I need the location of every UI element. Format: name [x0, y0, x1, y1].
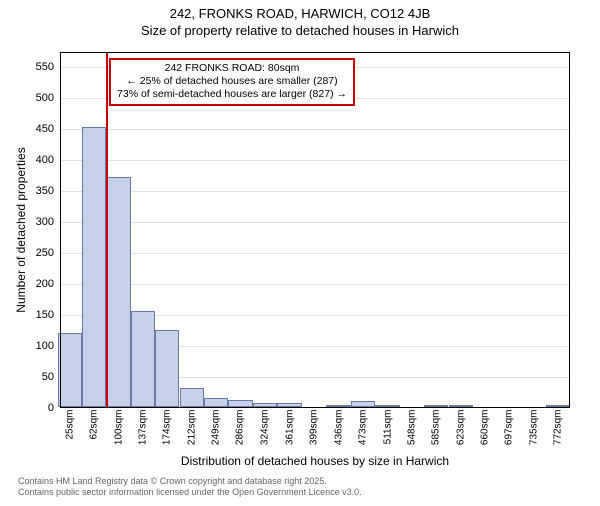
- x-tick-label: 436sqm: [333, 410, 344, 454]
- y-tick-label: 50: [42, 371, 54, 383]
- y-tick-label: 500: [36, 92, 54, 104]
- x-tick-label: 399sqm: [309, 410, 320, 454]
- x-tick-label: 324sqm: [260, 410, 271, 454]
- chart-title-line2: Size of property relative to detached ho…: [0, 23, 600, 38]
- x-tick-label: 623sqm: [455, 410, 466, 454]
- x-axis-label: Distribution of detached houses by size …: [60, 454, 570, 468]
- y-tick-label: 100: [36, 340, 54, 352]
- x-tick-label: 548sqm: [406, 410, 417, 454]
- footer-line2: Contains public sector information licen…: [18, 487, 578, 498]
- annotation-line2: ← 25% of detached houses are smaller (28…: [117, 75, 347, 88]
- x-tick-label: 249sqm: [211, 410, 222, 454]
- annotation-line3: 73% of semi-detached houses are larger (…: [117, 88, 347, 101]
- x-tick-label: 100sqm: [113, 410, 124, 454]
- x-tick-label: 735sqm: [529, 410, 540, 454]
- footer-line1: Contains HM Land Registry data © Crown c…: [18, 476, 578, 487]
- x-tick-label: 137sqm: [138, 410, 149, 454]
- x-tick-label: 473sqm: [357, 410, 368, 454]
- x-tick-label: 660sqm: [480, 410, 491, 454]
- y-tick-label: 250: [36, 247, 54, 259]
- y-tick-label: 300: [36, 216, 54, 228]
- x-tick-label: 585sqm: [430, 410, 441, 454]
- x-tick-label: 361sqm: [284, 410, 295, 454]
- x-tick-label: 25sqm: [64, 410, 75, 454]
- x-tick-label: 212sqm: [187, 410, 198, 454]
- y-tick-label: 450: [36, 123, 54, 135]
- x-tick-label: 697sqm: [504, 410, 515, 454]
- x-tick-label: 62sqm: [89, 410, 100, 454]
- y-tick-label: 550: [36, 61, 54, 73]
- y-tick-label: 0: [48, 402, 54, 414]
- plot-area: 242 FRONKS ROAD: 80sqm ← 25% of detached…: [60, 52, 570, 408]
- y-axis-label: Number of detached properties: [14, 52, 30, 408]
- chart-title-line1: 242, FRONKS ROAD, HARWICH, CO12 4JB: [0, 6, 600, 21]
- y-tick-label: 200: [36, 278, 54, 290]
- x-tick-label: 511sqm: [382, 410, 393, 454]
- footer-attribution: Contains HM Land Registry data © Crown c…: [18, 476, 578, 498]
- annotation-line1: 242 FRONKS ROAD: 80sqm: [117, 62, 347, 75]
- y-tick-label: 400: [36, 154, 54, 166]
- x-tick-label: 772sqm: [553, 410, 564, 454]
- x-tick-label: 286sqm: [235, 410, 246, 454]
- y-tick-label: 150: [36, 309, 54, 321]
- annotation-box: 242 FRONKS ROAD: 80sqm ← 25% of detached…: [109, 58, 355, 105]
- x-tick-label: 174sqm: [162, 410, 173, 454]
- y-tick-label: 350: [36, 185, 54, 197]
